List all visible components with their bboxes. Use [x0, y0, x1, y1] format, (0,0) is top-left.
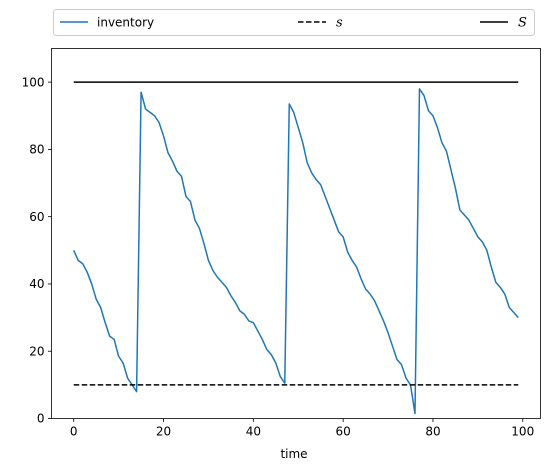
legend-label-s-upper: S	[518, 16, 527, 31]
x-axis-label: time	[280, 447, 307, 461]
x-tick-label: 100	[511, 425, 534, 439]
legend-frame	[53, 9, 535, 36]
y-tick-label: 20	[29, 344, 44, 358]
y-tick-label: 60	[29, 210, 44, 224]
legend-label-s-lower: s	[336, 16, 343, 31]
series-line-inventory	[73, 88, 519, 415]
legend: inventory s S	[53, 9, 535, 36]
y-tick-label: 40	[29, 277, 44, 291]
x-axis-ticks: 0 20 40 60 80 100	[70, 418, 534, 439]
axes-frame	[51, 48, 541, 419]
legend-label-inventory: inventory	[97, 16, 154, 30]
y-tick-label: 0	[37, 412, 45, 426]
y-axis-ticks: 0 20 40 60 80 100	[22, 75, 52, 426]
x-tick-label: 0	[70, 425, 78, 439]
plot-area	[73, 81, 519, 415]
x-tick-label: 40	[246, 425, 261, 439]
x-tick-label: 60	[336, 425, 351, 439]
y-tick-label: 100	[22, 75, 45, 89]
x-tick-label: 80	[425, 425, 440, 439]
y-tick-label: 80	[29, 143, 44, 157]
x-tick-label: 20	[156, 425, 171, 439]
